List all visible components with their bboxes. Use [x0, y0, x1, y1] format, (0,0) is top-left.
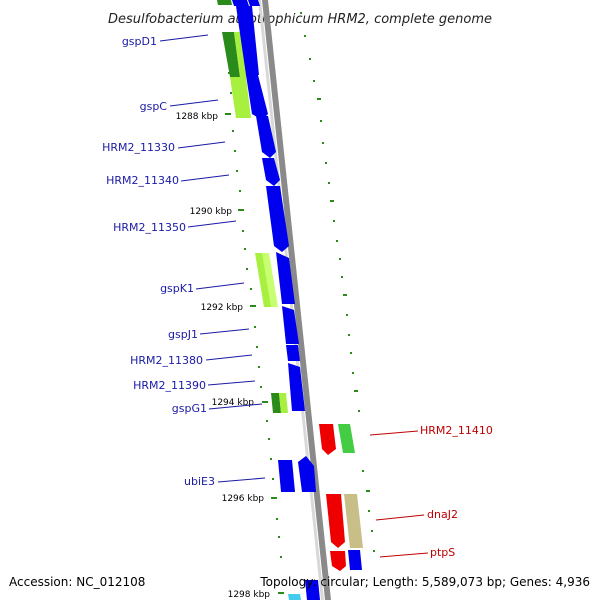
gene-arrow-bottom: [305, 580, 320, 600]
gene-arrow-gspD1-a: [217, 0, 232, 5]
gene-label-HRM2_11340: HRM2_11340: [106, 174, 179, 187]
ruler-ticks: 1288 kbp 1290 kbp 1292 kbp 1294 kbp 1296…: [176, 112, 284, 600]
gene-arrow-top-2: [248, 0, 260, 6]
gene-arrow-gspG1: [271, 393, 281, 413]
tick-mark-1288: [225, 113, 231, 115]
forward-strand-genes: [232, 0, 362, 600]
gene-arrow-HRM2_11380: [286, 345, 300, 361]
gene-label-dnaJ2: dnaJ2: [427, 508, 458, 521]
gene-arrow-gspD1-tip: [234, 32, 247, 77]
gene-arrow-gspC: [230, 77, 251, 118]
gene-label-gspD1: gspD1: [122, 35, 157, 48]
gene-arrow-gspJ1: [282, 306, 299, 344]
gene-arrow-gspD1-fwd: [236, 6, 259, 75]
gene-arrow-HRM2_11410-b: [338, 424, 355, 453]
map-title: Desulfobacterium autotrophicum HRM2, com…: [108, 12, 492, 27]
gene-label-gspC: gspC: [140, 100, 168, 113]
tick-label-1290: 1290 kbp: [190, 207, 233, 217]
gene-label-ptpS: ptpS: [430, 546, 455, 559]
gene-arrow-HRM2_11410: [319, 424, 336, 455]
gene-arrow-dnaJ2: [326, 494, 345, 548]
gene-arrow-top-1: [232, 0, 249, 6]
tick-label-1298: 1298 kbp: [228, 590, 271, 600]
genome-backbone: [262, 0, 331, 600]
gene-arrow-HRM2_11350: [266, 186, 289, 252]
tick-mark-1294: [262, 401, 268, 403]
gene-label-HRM2_11330: HRM2_11330: [102, 141, 175, 154]
gene-arrow-HRM2_11340: [262, 158, 280, 186]
gene-arrow-HRM2_11390: [288, 363, 305, 411]
gene-arrow-ubiE3-a: [278, 460, 295, 492]
accession-text: Accession: NC_012108: [9, 575, 145, 589]
gene-arrow-HRM2_11330: [256, 116, 276, 158]
tick-label-1296: 1296 kbp: [222, 494, 265, 504]
right-leader-lines: [369, 430, 429, 558]
gene-arrow-ubiE3-b: [298, 456, 316, 492]
gene-label-gspG1: gspG1: [172, 402, 207, 415]
gene-label-HRM2_11410: HRM2_11410: [420, 424, 493, 437]
left-gene-labels: gspD1 gspC HRM2_11330 HRM2_11340 HRM2_11…: [102, 35, 215, 488]
gene-label-ubiE3: ubiE3: [184, 475, 215, 488]
gene-label-HRM2_11350: HRM2_11350: [113, 221, 186, 234]
ruler-dots-right: [300, 12, 375, 552]
gene-arrow-ptpS-b: [348, 550, 362, 570]
red-genes: [319, 424, 346, 571]
topology-text: Topology: circular; Length: 5,589,073 bp…: [259, 575, 590, 589]
tick-label-1288: 1288 kbp: [176, 112, 219, 122]
tick-mark-1292: [250, 305, 256, 307]
tick-mark-1296: [271, 497, 277, 499]
tick-mark-1290: [238, 209, 244, 211]
gene-arrow-cyan: [288, 594, 301, 600]
gene-label-HRM2_11380: HRM2_11380: [130, 354, 203, 367]
right-gene-labels: HRM2_11410 dnaJ2 ptpS: [420, 424, 493, 559]
gene-label-gspK1: gspK1: [160, 282, 194, 295]
left-leader-lines: [159, 34, 266, 483]
gene-label-gspJ1: gspJ1: [168, 328, 198, 341]
tick-label-1292: 1292 kbp: [201, 303, 244, 313]
gene-label-HRM2_11390: HRM2_11390: [133, 379, 206, 392]
gene-arrow-gspG1-b: [279, 393, 288, 413]
tick-mark-1298: [278, 592, 284, 594]
gene-arrow-gspC-fwd: [246, 75, 268, 120]
gene-arrow-gspK1-b: [262, 253, 278, 307]
gene-arrow-gspK1-fwd: [276, 252, 295, 304]
gene-arrow-ptpS: [330, 551, 346, 571]
tick-label-1294: 1294 kbp: [212, 398, 255, 408]
gene-arrow-dnaJ2-b: [344, 494, 363, 548]
reverse-strand-genes: [217, 0, 363, 548]
